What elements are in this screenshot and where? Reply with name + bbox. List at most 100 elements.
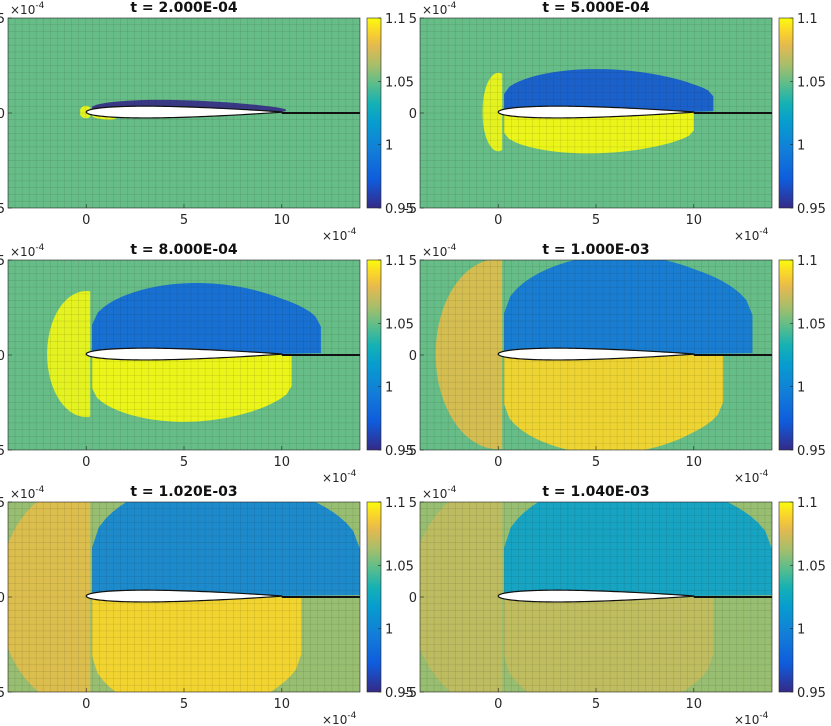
panel-title: t = 8.000E-04 [130,242,238,258]
y-tick-label: -5 [0,444,5,459]
y-exponent-label: ×10-4 [10,243,45,259]
panel-title: t = 5.000E-04 [542,0,650,16]
colorbar [778,259,794,451]
panel-title: t = 1.000E-03 [542,242,649,258]
y-tick-label: -5 [404,686,417,701]
panel-title: t = 1.040E-03 [542,484,649,500]
panel-2: t = 5.000E-04 0 5 10 -5 0 5 ×10-4 ×10-4 0.95 1 1.05… [404,0,826,243]
y-exponent-label: ×10-4 [422,243,457,259]
colorbar-tick-label: 1.1 [797,496,818,511]
y-exponent-power: -4 [35,485,44,495]
region-upper_surface [504,502,772,596]
y-tick-label: 0 [409,107,417,122]
colorbar-tick-label: 1.1 [797,12,818,27]
x-tick-label: 0 [494,213,502,228]
x-tick-label: 0 [494,697,502,712]
y-exponent-power: -4 [35,1,44,11]
y-tick-label: 0 [0,349,5,364]
colorbar-tick-label: 0.95 [797,686,826,701]
y-exponent-power: -4 [447,1,456,11]
region-leading_edge_ring [8,502,91,692]
x-tick-label: 5 [180,697,188,712]
x-exponent-power: -4 [347,227,356,237]
field-plot [420,260,772,450]
y-tick-label: -5 [404,202,417,217]
x-exponent-label: ×10-4 [734,227,769,243]
x-exponent-power: -4 [347,469,356,479]
colorbar [778,501,794,693]
panel-title: t = 2.000E-04 [130,0,238,16]
colorbar-tick-label: 1.05 [797,317,826,332]
colorbar-tick-label: 1.1 [385,12,406,27]
x-exponent-label: ×10-4 [322,469,357,485]
y-exponent-label: ×10-4 [422,485,457,501]
x-exponent-power: -4 [347,711,356,721]
x-tick-label: 10 [686,213,703,228]
panel-4: t = 1.000E-03 0 5 10 -5 0 5 ×10-4 ×10-4 0.95 1 1.05… [404,242,826,485]
x-tick-label: 10 [686,455,703,470]
colorbar-tick-label: 0.95 [385,686,414,701]
y-tick-label: 5 [0,12,5,27]
y-tick-label: -5 [0,202,5,217]
airfoil [497,589,695,603]
colorbar-tick-label: 1 [385,381,393,396]
x-exponent-power: -4 [759,469,768,479]
colorbar-tick-label: 1.05 [385,75,414,90]
x-tick-label: 10 [686,697,703,712]
colorbar-tick-label: 1.05 [797,75,826,90]
colorbar-tick-label: 1 [797,139,805,154]
region-lower_surface [504,596,714,692]
x-tick-label: 5 [592,455,600,470]
region-leading_edge_ring [80,105,91,119]
x-exponent-label: ×10-4 [322,711,357,726]
y-tick-label: 5 [0,254,5,269]
colorbar-tick-label: 0.95 [385,202,414,217]
panel-5: t = 1.020E-03 0 5 10 -5 0 5 ×10-4 ×10-4 0.95 1 1.05… [0,484,414,726]
y-tick-label: 0 [409,349,417,364]
y-tick-label: 0 [0,107,5,122]
region-leading_edge_ring [482,72,503,152]
y-exponent-power: -4 [447,243,456,253]
field-plot [420,502,772,692]
x-tick-label: 5 [592,697,600,712]
y-exponent-label: ×10-4 [10,1,45,17]
colorbar-tick-label: 1.05 [385,317,414,332]
panel-6: t = 1.040E-03 0 5 10 -5 0 5 ×10-4 ×10-4 0.95 1 1.05… [404,484,826,726]
y-exponent-power: -4 [447,485,456,495]
y-tick-label: 5 [409,12,417,27]
x-exponent-power: -4 [759,711,768,721]
panel-1: t = 2.000E-04 0 5 10 -5 0 5 ×10-4 ×10-4 0.95 1 1.05… [0,0,414,243]
y-exponent-label: ×10-4 [10,485,45,501]
x-tick-label: 0 [494,455,502,470]
colorbar-tick-label: 1 [797,623,805,638]
x-tick-label: 5 [180,213,188,228]
region-lower_surface [92,354,292,422]
colorbar [366,501,382,693]
region-upper_surface [504,260,753,354]
colorbar-tick-label: 1.05 [797,559,826,574]
field-plot [8,18,360,208]
region-leading_edge_ring [47,291,91,418]
x-exponent-power: -4 [759,227,768,237]
region-lower_surface [504,112,694,154]
x-tick-label: 0 [82,455,90,470]
region-upper_surface [92,502,360,596]
airfoil [85,105,283,119]
x-exponent-label: ×10-4 [734,469,769,485]
colorbar-tick-label: 0.95 [385,444,414,459]
x-tick-label: 10 [274,697,291,712]
colorbar-tick-label: 0.95 [797,202,826,217]
colorbar-tick-label: 1.05 [385,559,414,574]
field-plot [8,260,360,450]
y-exponent-power: -4 [35,243,44,253]
x-tick-label: 10 [274,213,291,228]
airfoil [497,105,695,119]
x-exponent-label: ×10-4 [322,227,357,243]
colorbar-tick-label: 0.95 [797,444,826,459]
region-lower_surface [92,596,302,692]
x-tick-label: 0 [82,697,90,712]
x-tick-label: 10 [274,455,291,470]
y-tick-label: 5 [409,254,417,269]
x-exponent-label: ×10-4 [734,711,769,726]
